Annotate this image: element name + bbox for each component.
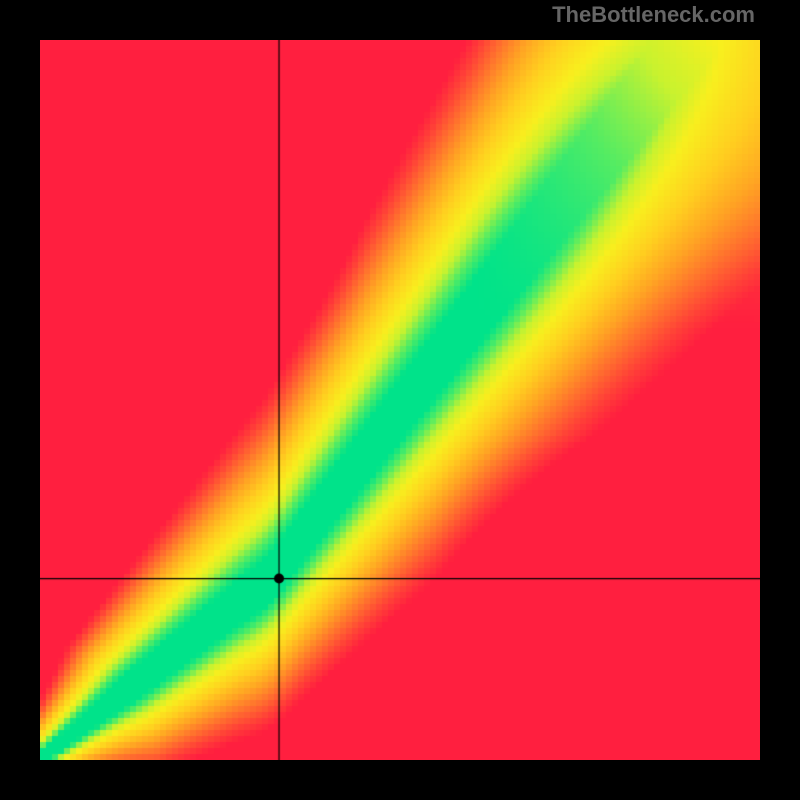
chart-root: TheBottleneck.com xyxy=(0,0,800,800)
bottleneck-heatmap-canvas xyxy=(40,40,760,760)
watermark-text: TheBottleneck.com xyxy=(552,2,755,28)
